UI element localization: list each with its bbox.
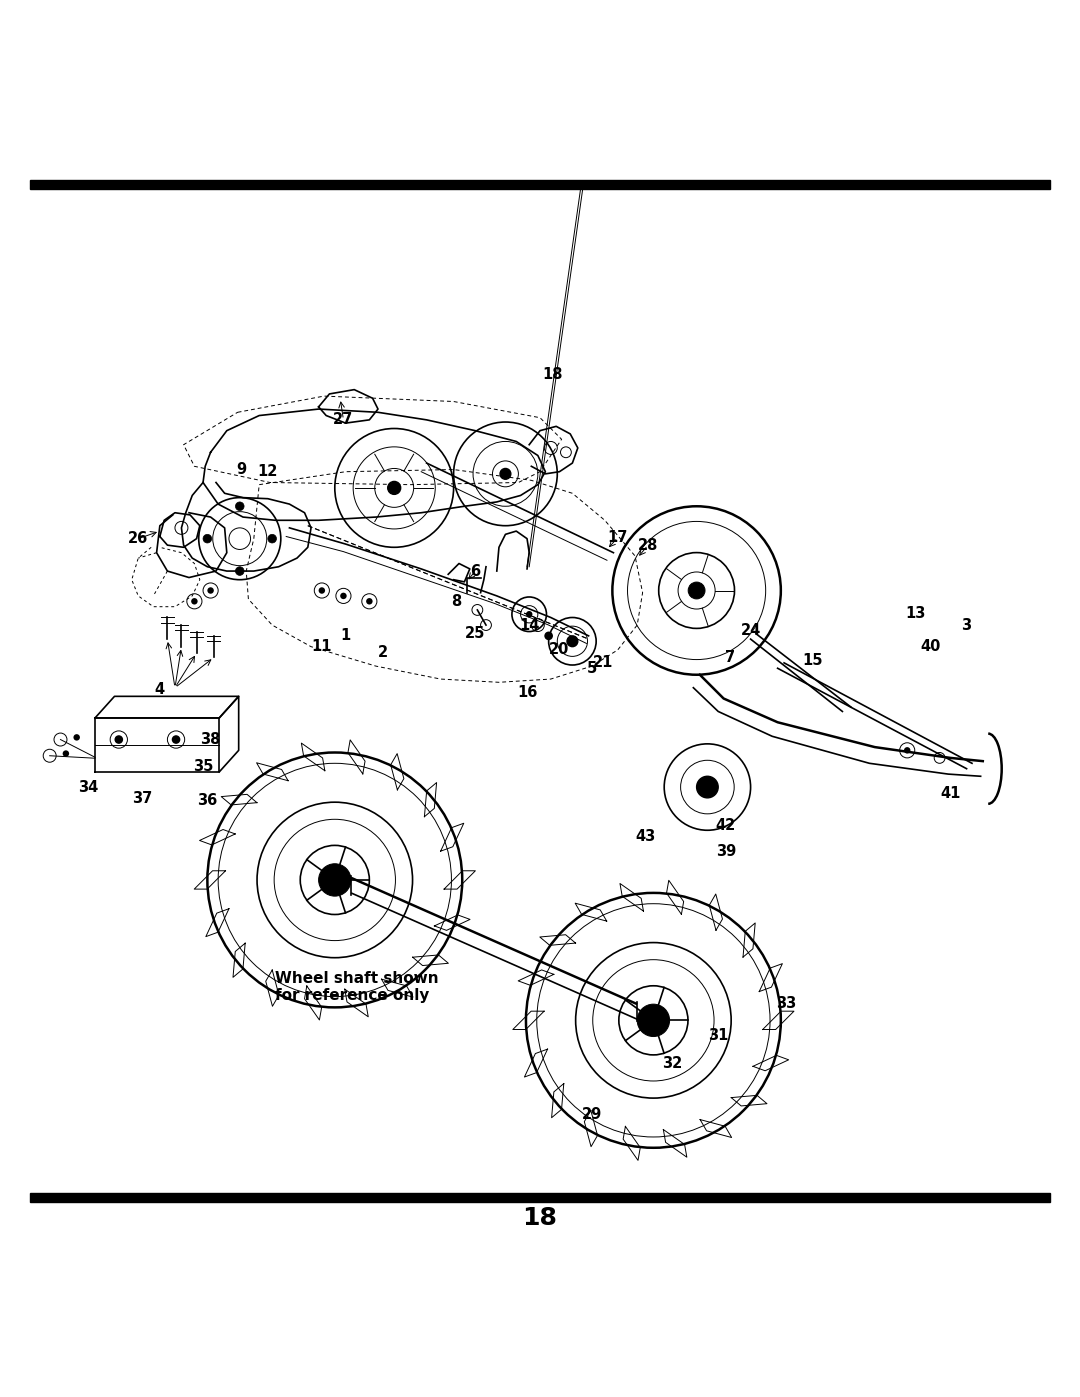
- Text: 20: 20: [550, 643, 569, 658]
- Text: 12: 12: [258, 464, 278, 479]
- Text: 24: 24: [741, 623, 760, 638]
- Circle shape: [319, 863, 351, 895]
- Text: 2: 2: [378, 644, 389, 659]
- Circle shape: [114, 735, 123, 743]
- Circle shape: [235, 567, 244, 576]
- Circle shape: [203, 534, 212, 543]
- Text: 3: 3: [961, 617, 972, 633]
- Text: 15: 15: [802, 654, 822, 668]
- Circle shape: [191, 598, 198, 605]
- Text: 17: 17: [608, 529, 627, 545]
- Circle shape: [63, 750, 69, 757]
- Text: 40: 40: [921, 640, 941, 654]
- Text: 39: 39: [716, 844, 735, 859]
- Text: 32: 32: [662, 1056, 681, 1071]
- Text: 13: 13: [906, 606, 926, 620]
- Text: 21: 21: [593, 655, 612, 671]
- Circle shape: [319, 587, 325, 594]
- Circle shape: [904, 747, 910, 753]
- Text: 31: 31: [708, 1028, 728, 1044]
- Text: 33: 33: [777, 996, 796, 1010]
- Circle shape: [697, 777, 718, 798]
- Text: 6: 6: [470, 563, 481, 578]
- Circle shape: [526, 610, 532, 617]
- Circle shape: [73, 735, 80, 740]
- Text: 18: 18: [543, 367, 563, 381]
- Circle shape: [500, 468, 511, 479]
- Text: 9: 9: [235, 462, 246, 476]
- Text: 5: 5: [586, 661, 597, 676]
- Text: 8: 8: [450, 594, 461, 609]
- Text: Wheel shaft shown
for reference only: Wheel shaft shown for reference only: [275, 971, 440, 1003]
- Text: 38: 38: [201, 732, 220, 747]
- Circle shape: [207, 587, 214, 594]
- Circle shape: [268, 534, 276, 543]
- Text: 36: 36: [198, 792, 217, 807]
- Text: 26: 26: [129, 531, 148, 546]
- Bar: [30, 1193, 1050, 1201]
- Text: 16: 16: [517, 685, 537, 700]
- Text: 42: 42: [716, 819, 735, 834]
- Circle shape: [366, 598, 373, 605]
- Text: 35: 35: [193, 759, 213, 774]
- Circle shape: [637, 1004, 670, 1037]
- Circle shape: [340, 592, 347, 599]
- Circle shape: [388, 482, 401, 495]
- Text: 43: 43: [636, 830, 656, 844]
- Text: 1: 1: [340, 629, 351, 644]
- Text: 41: 41: [941, 787, 960, 800]
- Text: 4: 4: [154, 682, 165, 697]
- Text: 34: 34: [79, 780, 98, 795]
- Text: 7: 7: [725, 650, 735, 665]
- Text: 14: 14: [519, 617, 539, 633]
- Text: 18: 18: [523, 1206, 557, 1229]
- Text: 27: 27: [334, 412, 353, 427]
- Circle shape: [567, 636, 578, 647]
- Circle shape: [235, 502, 244, 510]
- Circle shape: [544, 631, 553, 640]
- Text: 25: 25: [465, 626, 485, 641]
- Text: 11: 11: [312, 640, 332, 654]
- Bar: [30, 180, 1050, 189]
- Circle shape: [688, 583, 705, 599]
- Circle shape: [172, 735, 180, 743]
- Text: 28: 28: [638, 538, 658, 553]
- Text: 37: 37: [133, 792, 152, 806]
- Text: 29: 29: [582, 1106, 602, 1122]
